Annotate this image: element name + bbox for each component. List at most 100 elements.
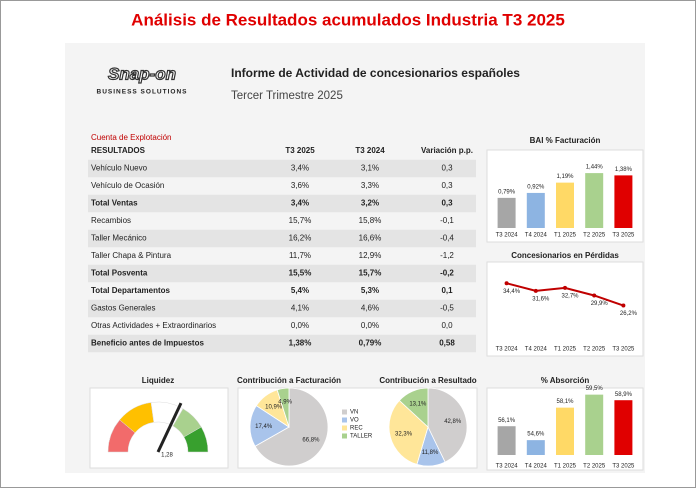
row-band <box>88 334 476 353</box>
chart-box <box>486 261 644 357</box>
chart-title: Concesionarios en Pérdidas <box>511 251 619 260</box>
value-label: 42,8% <box>444 419 462 425</box>
row-label: Total Posventa <box>91 269 148 278</box>
legend-label: VO <box>350 418 359 424</box>
table-cell: 15,5% <box>289 269 312 278</box>
x-tick-label: T1 2025 <box>554 347 577 353</box>
point <box>621 303 626 308</box>
gauge-needle <box>156 402 183 453</box>
x-tick-label: T2 2025 <box>583 233 606 239</box>
legend-label: VN <box>350 410 358 416</box>
table-cell: 0,0 <box>441 321 453 330</box>
bar <box>497 197 516 228</box>
pie-slice <box>276 387 290 428</box>
legend-swatch <box>342 409 347 415</box>
chart-title: Contribución a Facturación <box>237 376 341 385</box>
value-label: 66,8% <box>302 437 320 443</box>
x-tick-label: T3 2025 <box>612 233 635 239</box>
bar <box>614 400 633 455</box>
value-label: 32,3% <box>395 431 413 437</box>
chart-title: Liquidez <box>142 376 174 385</box>
row-band <box>88 264 476 283</box>
table-cell: 0,0% <box>361 321 379 330</box>
bar <box>526 440 545 455</box>
x-tick-label: T3 2024 <box>496 347 519 353</box>
point <box>533 288 538 293</box>
table-cell: 3,6% <box>291 181 309 190</box>
header-title: Informe de Actividad de concesionarios e… <box>231 66 520 80</box>
value-label: 1,44% <box>586 165 604 171</box>
row-label: Recambios <box>91 216 131 225</box>
pie-slice <box>398 387 429 428</box>
pie-slice <box>388 399 429 465</box>
legend-swatch <box>342 425 347 431</box>
column-header: RESULTADOS <box>91 146 146 155</box>
x-tick-label: T2 2025 <box>583 347 606 353</box>
row-label: Total Departamentos <box>91 286 171 295</box>
value-label: 4,9% <box>278 400 292 406</box>
value-label: 17,4% <box>255 424 273 430</box>
row-label: Taller Mecánico <box>91 234 147 243</box>
point <box>592 293 597 298</box>
bar <box>585 173 604 228</box>
table-cell: 5,4% <box>291 286 309 295</box>
table-cell: 0,1 <box>441 286 453 295</box>
value-label: 34,4% <box>503 289 521 295</box>
page-title: Análisis de Resultados acumulados Indust… <box>131 10 565 29</box>
table-cell: 3,4% <box>291 199 309 208</box>
chart-title: Contribución a Resultado <box>379 376 476 385</box>
row-band <box>88 229 476 248</box>
table-cell: 15,8% <box>359 216 382 225</box>
table-cell: 0,3 <box>441 181 453 190</box>
table-cell: 3,3% <box>361 181 379 190</box>
value-label: 13,1% <box>409 401 427 407</box>
value-label: 56,1% <box>498 418 516 424</box>
x-tick-label: T1 2025 <box>554 464 577 470</box>
table-cell: -0,5 <box>440 304 454 313</box>
bar <box>497 426 516 455</box>
x-tick-label: T3 2025 <box>612 464 635 470</box>
table-cell: 0,3 <box>441 164 453 173</box>
table-cell: -0,2 <box>440 269 454 278</box>
bar <box>585 394 604 455</box>
table-cell: 0,79% <box>359 339 382 348</box>
table-caption: Cuenta de Explotación <box>91 133 172 142</box>
pie-slice <box>254 387 329 467</box>
row-label: Vehículo Nuevo <box>91 164 148 173</box>
row-label: Gastos Generales <box>91 304 155 313</box>
table-cell: -1,2 <box>440 251 454 260</box>
bar <box>556 407 574 455</box>
chart-box <box>89 387 229 469</box>
row-label: Beneficio antes de Impuestos <box>91 339 204 348</box>
value-label: 0,92% <box>527 185 545 191</box>
chart-title: BAI % Facturación <box>530 136 601 145</box>
point <box>563 285 567 290</box>
table-cell: 15,7% <box>359 269 382 278</box>
table-cell: 15,7% <box>289 216 312 225</box>
x-tick-label: T3 2024 <box>496 233 519 239</box>
value-label: 1,28 <box>161 453 173 459</box>
gauge-segment <box>183 426 209 453</box>
value-label: 1,19% <box>556 174 574 180</box>
value-label: 1,38% <box>615 167 633 173</box>
table-cell: 0,3 <box>441 199 453 208</box>
value-label: 58,9% <box>615 392 633 398</box>
row-band <box>88 194 476 213</box>
logo-brand: Snap-on <box>108 64 176 83</box>
column-header: T3 2024 <box>355 146 385 155</box>
x-tick-label: T4 2024 <box>525 233 548 239</box>
pie-slice <box>249 405 290 447</box>
table-cell: -0,4 <box>440 234 454 243</box>
bar <box>556 182 574 228</box>
table-cell: 3,2% <box>361 199 379 208</box>
table-cell: -0,1 <box>440 216 454 225</box>
x-tick-label: T1 2025 <box>554 233 577 239</box>
row-band <box>88 159 476 178</box>
table-cell: 3,4% <box>291 164 309 173</box>
pie-slice <box>427 387 468 463</box>
x-tick-label: T4 2024 <box>525 347 548 353</box>
logo-tagline: BUSINESS SOLUTIONS <box>97 89 188 96</box>
row-label: Vehículo de Ocasión <box>91 181 164 190</box>
value-label: 10,9% <box>265 404 283 410</box>
